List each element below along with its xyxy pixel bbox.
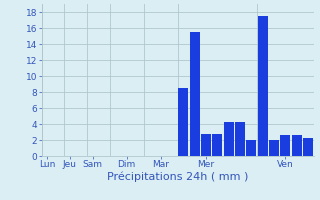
Bar <box>246 140 256 156</box>
Bar <box>235 122 245 156</box>
Bar <box>280 135 290 156</box>
X-axis label: Précipitations 24h ( mm ): Précipitations 24h ( mm ) <box>107 172 248 182</box>
Bar <box>201 134 211 156</box>
Bar <box>212 134 222 156</box>
Bar <box>269 140 279 156</box>
Bar <box>258 16 268 156</box>
Bar <box>223 122 234 156</box>
Bar <box>178 88 188 156</box>
Bar <box>292 135 302 156</box>
Bar <box>189 32 200 156</box>
Bar <box>303 138 313 156</box>
